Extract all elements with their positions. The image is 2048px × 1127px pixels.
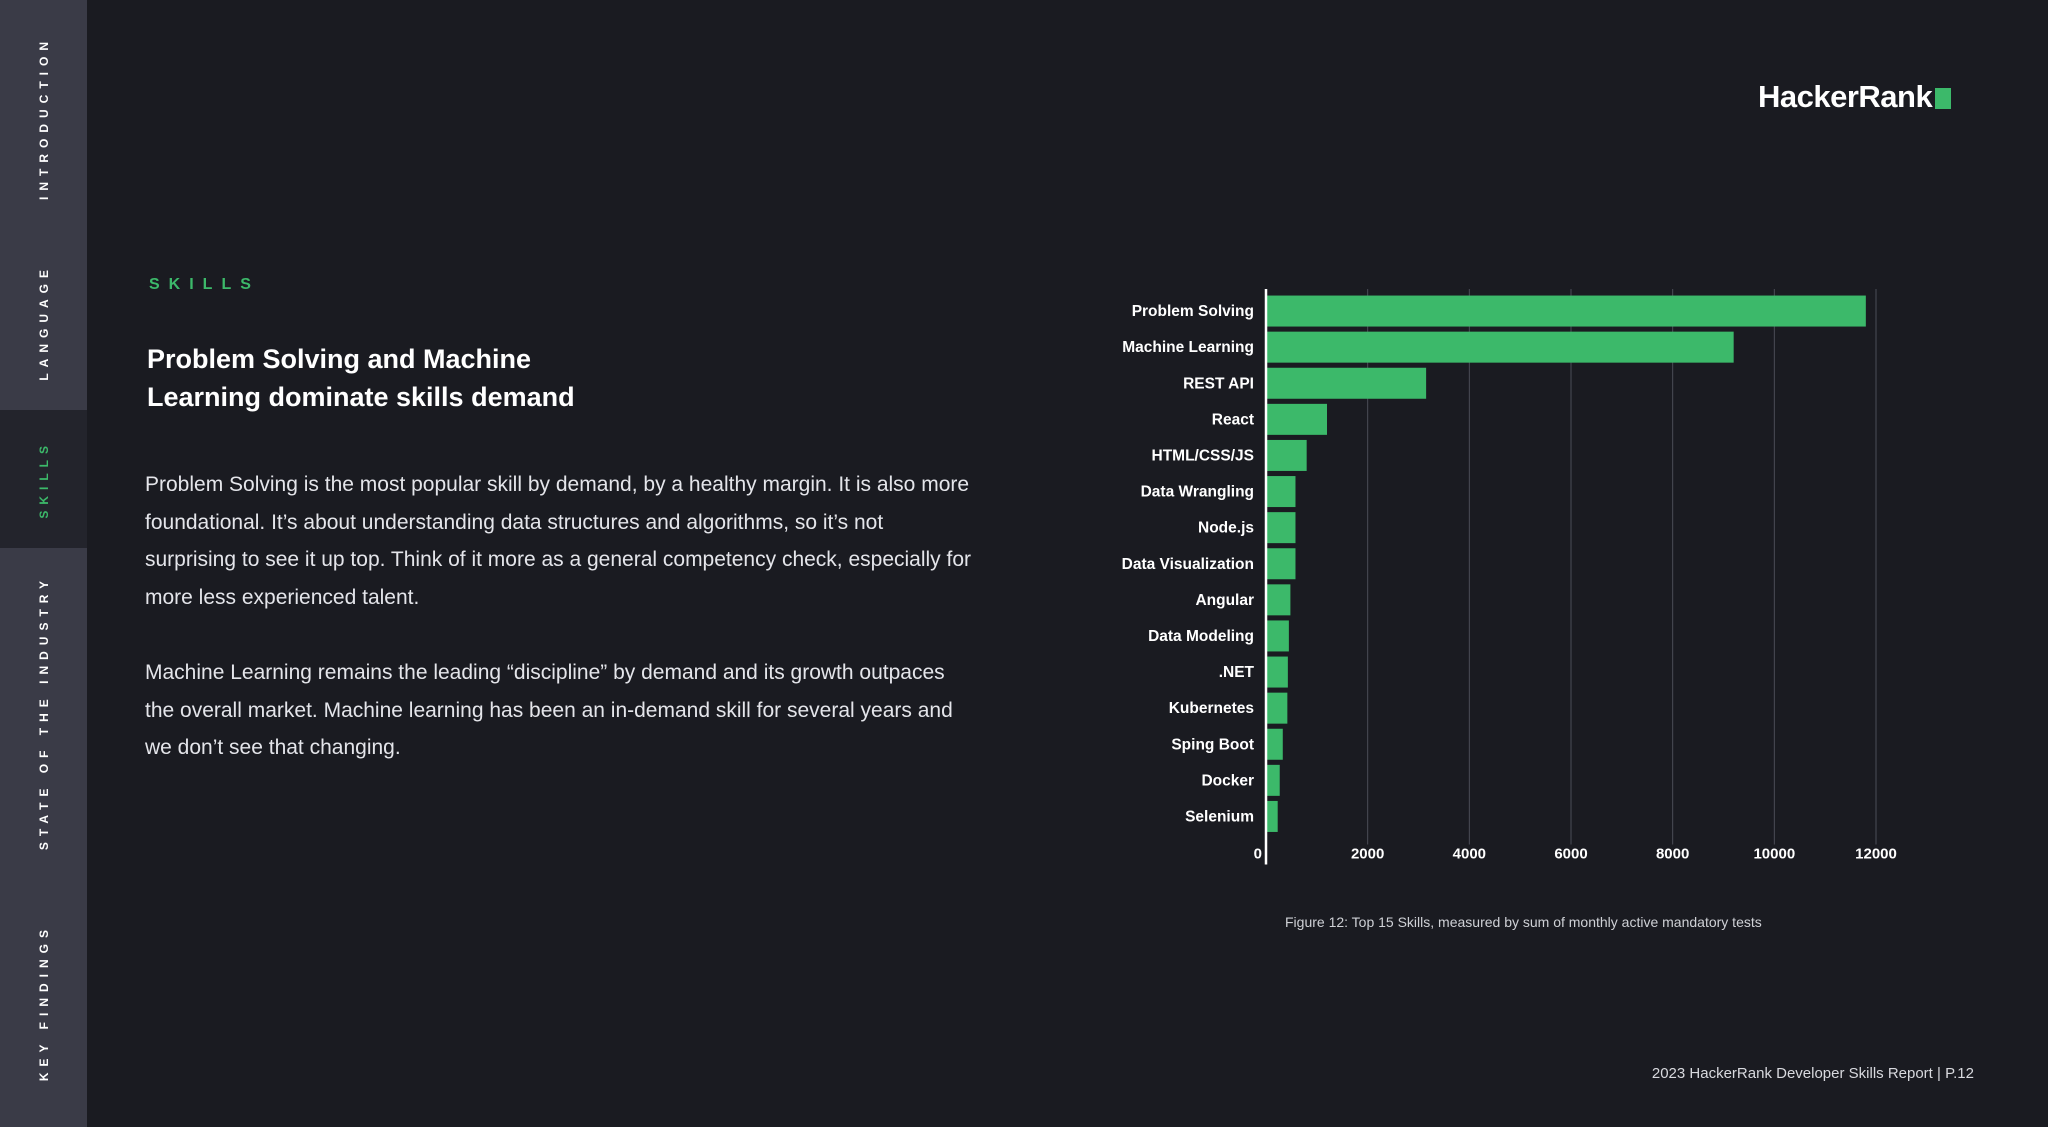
bar [1266, 548, 1296, 580]
category-label: REST API [1183, 375, 1254, 392]
sidebar-item-language[interactable]: LANGUAGE [0, 235, 87, 410]
bar [1266, 620, 1289, 652]
sidebar-item-label: INTRODUCTION [36, 35, 51, 200]
bar [1266, 728, 1283, 760]
sidebar-item-label: SKILLS [36, 439, 51, 519]
page-title: Problem Solving and Machine Learning dom… [147, 340, 667, 416]
bar [1266, 512, 1296, 544]
category-label: .NET [1219, 664, 1255, 681]
page-title-line-2: Learning dominate skills demand [147, 382, 575, 412]
category-label: Data Modeling [1148, 628, 1254, 645]
bar [1266, 692, 1288, 724]
bar [1266, 800, 1278, 832]
x-tick-label: 4000 [1453, 846, 1486, 863]
bar [1266, 476, 1296, 508]
category-label: Sping Boot [1171, 736, 1254, 753]
figure-caption: Figure 12: Top 15 Skills, measured by su… [1285, 914, 1762, 930]
sidebar-nav: INTRODUCTION LANGUAGE SKILLS STATE OF TH… [0, 0, 87, 1127]
skills-bar-chart: 0 2000 4000 6000 8000 10000 12000 Problem Solvi… [1122, 289, 1897, 865]
sidebar-item-label: KEY FINDINGS [36, 923, 51, 1082]
bar [1266, 331, 1734, 363]
category-label: React [1212, 411, 1254, 428]
bar [1266, 295, 1866, 327]
category-label: Data Wrangling [1141, 484, 1254, 501]
sidebar-item-state-of-the-industry[interactable]: STATE OF THE INDUSTRY [0, 548, 87, 878]
bar [1266, 403, 1327, 435]
section-tag: SKILLS [149, 276, 260, 293]
category-label: Kubernetes [1169, 700, 1254, 717]
logo-text: HackerRank [1758, 79, 1933, 114]
bar [1266, 764, 1280, 796]
bar [1266, 656, 1288, 688]
sidebar-item-introduction[interactable]: INTRODUCTION [0, 0, 87, 235]
x-tick-label: 6000 [1554, 846, 1587, 863]
body-paragraph-2: Machine Learning remains the leading “di… [145, 661, 953, 759]
page-title-line-1: Problem Solving and Machine [147, 344, 532, 374]
x-tick-label: 12000 [1855, 846, 1897, 863]
category-label: Problem Solving [1132, 303, 1254, 320]
category-label: Machine Learning [1122, 339, 1254, 356]
category-label: Angular [1195, 592, 1254, 609]
bar [1266, 367, 1427, 399]
sidebar-item-label: STATE OF THE INDUSTRY [36, 575, 51, 851]
x-tick-label: 10000 [1753, 846, 1795, 863]
bar [1266, 584, 1291, 616]
x-tick-label: 8000 [1656, 846, 1689, 863]
logo-square-icon [1935, 87, 1952, 109]
category-label: HTML/CSS/JS [1152, 447, 1254, 464]
page-footer: 2023 HackerRank Developer Skills Report … [1651, 1065, 1974, 1082]
category-label: Docker [1201, 772, 1254, 789]
x-tick-label: 0 [1254, 846, 1262, 863]
category-label: Data Visualization [1122, 556, 1254, 573]
category-label: Node.js [1198, 520, 1254, 537]
category-label: Selenium [1185, 808, 1254, 825]
sidebar-item-skills[interactable]: SKILLS [0, 410, 87, 548]
hackerrank-logo: HackerRank [1758, 79, 1952, 115]
sidebar-item-label: LANGUAGE [36, 264, 51, 381]
sidebar-item-key-findings[interactable]: KEY FINDINGS [0, 878, 87, 1127]
x-tick-label: 2000 [1351, 846, 1384, 863]
body-paragraph-1: Problem Solving is the most popular skil… [145, 473, 972, 609]
bar [1266, 439, 1307, 471]
